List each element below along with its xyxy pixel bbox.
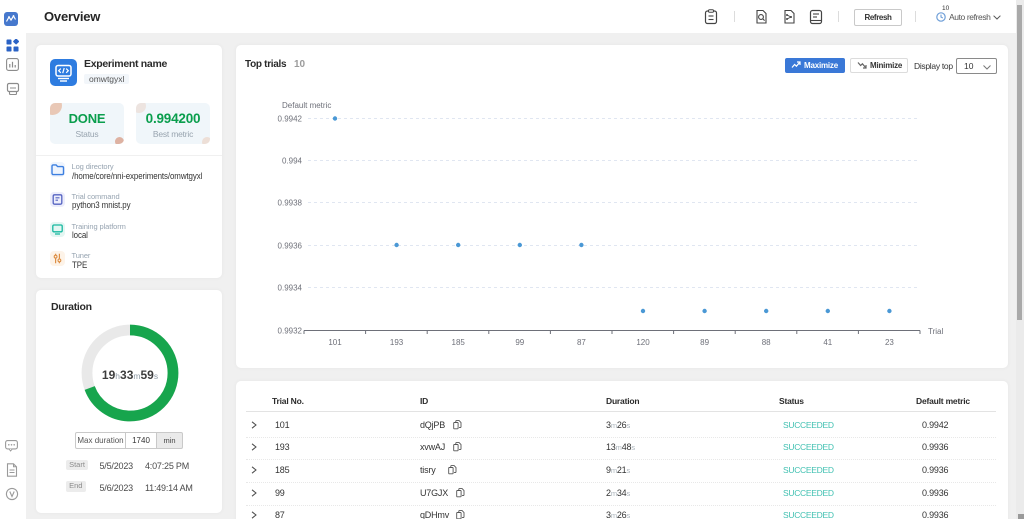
svg-text:Trial: Trial: [928, 327, 943, 336]
svg-text:Default metric: Default metric: [282, 101, 331, 110]
svg-text:23: 23: [885, 338, 894, 347]
svg-text:88: 88: [762, 338, 771, 347]
svg-text:0.9942: 0.9942: [278, 115, 303, 124]
svg-text:120: 120: [636, 338, 650, 347]
svg-text:87: 87: [577, 338, 586, 347]
svg-text:193: 193: [390, 338, 404, 347]
svg-text:101: 101: [328, 338, 342, 347]
svg-text:99: 99: [515, 338, 524, 347]
svg-text:0.9932: 0.9932: [278, 327, 303, 336]
svg-text:41: 41: [823, 338, 832, 347]
svg-text:0.9938: 0.9938: [278, 199, 303, 208]
svg-text:0.9936: 0.9936: [278, 242, 303, 251]
svg-text:185: 185: [452, 338, 466, 347]
svg-text:89: 89: [700, 338, 709, 347]
svg-text:0.994: 0.994: [282, 157, 303, 166]
svg-text:0.9934: 0.9934: [278, 284, 303, 293]
